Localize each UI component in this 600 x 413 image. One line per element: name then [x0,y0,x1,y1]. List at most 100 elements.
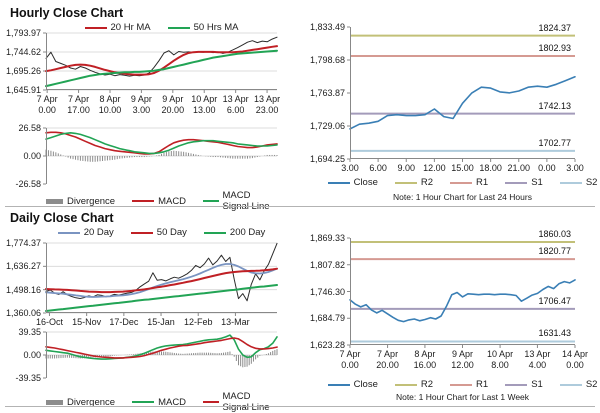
y-tick-label: 39.35 [18,327,41,337]
legend-swatch-s1 [505,181,528,184]
plot-canvas [43,242,278,316]
plot-canvas [43,127,278,185]
x-tick-label: 15-Nov [72,317,102,327]
legend-swatch-r1 [450,383,473,386]
legend-label: 200 Day [229,227,266,238]
pivot-level-label-r1: 1820.77 [538,246,571,257]
legend-swatch-200-day [203,231,226,234]
legend-label: R1 [476,177,489,188]
y-tick-label: 1,774.37 [5,238,41,248]
legend-item: Close [327,379,378,390]
x-tick-label: 7 Apr 0.00 [36,94,58,115]
legend-item: MACD [132,196,186,207]
legend-label: 20 Hr MA [110,22,151,33]
x-tick-label: 9 Apr 20.00 [161,94,185,115]
legend-item: 20 Day [57,227,114,238]
legend-item: MACD Signal Line [203,190,277,212]
x-tick-label: 3.00 [566,163,584,173]
legend-label: 50 Hrs MA [193,22,239,33]
legend-label: R2 [420,177,434,188]
hourly-price-plot: 1,793.97 1,744.62 1,695.26 1,645.91 7 Apr 0.0… [6,28,280,115]
legend-swatch-r2 [394,181,417,184]
x-tick-label: 13 Apr 4.00 [524,349,551,370]
legend-item: 50 Day [130,227,187,238]
x-tick-label: 10 Apr 8.00 [487,349,514,370]
legend-label: R2 [420,379,434,390]
daily-pivot-legend: Close R2 R1 S1 S2 [327,379,597,390]
legend-item: Close [327,177,378,188]
legend-label: S2 [585,379,598,390]
x-tick-label: 13-Mar [221,317,250,327]
legend-item: S1 [505,177,543,188]
y-tick-label: 1,833.49 [309,22,345,32]
legend-item: S2 [559,177,598,188]
legend-label: Close [353,177,378,188]
x-tick-label: 10 Apr 13.00 [191,94,218,115]
x-tick-label: 16-Oct [35,317,63,327]
bottom-divider [5,406,595,407]
daily-price-plot: 1,774.37 1,636.27 1,498.16 1,360.06 16-Oct 15… [6,238,278,327]
pivot-level-label-s2: 1702.77 [538,137,571,148]
y-tick-label: 1,729.06 [309,121,345,131]
legend-swatch-s1 [505,383,528,386]
hourly-pivot-legend: Close R2 R1 S1 S2 [327,177,597,188]
y-tick-label: 1,869.33 [309,233,345,243]
x-tick-label: 12-Feb [183,317,213,327]
section-divider [5,206,595,207]
x-tick-label: 7 Apr 20.00 [376,349,399,370]
y-tick-label: 1,360.06 [5,308,41,318]
legend-item: R1 [450,177,488,188]
legend-label: 20 Day [83,227,114,238]
hourly-pivot-note: Note: 1 Hour Chart for Last 24 Hours [393,192,532,202]
y-tick-label: 1,623.28 [309,340,345,350]
legend-swatch-50-day [130,231,153,234]
y-tick-label: -39.35 [15,373,41,383]
pivot-level-label-r2: 1824.37 [538,22,571,33]
x-tick-label: 8 Apr 10.00 [98,94,122,115]
pivot-level-label-s2: 1631.43 [538,328,571,339]
x-tick-label: 9 Apr 12.00 [451,349,474,370]
y-tick-label: 1,744.62 [5,46,41,57]
legend-label: MACD [158,195,187,207]
plot-canvas [43,331,278,379]
legend-label: Divergence [67,396,116,408]
x-tick-label: 8 Apr 16.00 [413,349,437,370]
legend-swatch-50-hrs-ma [167,26,190,29]
x-tick-label: 18.00 [479,163,502,173]
daily-price-legend: 20 Day 50 Day 200 Day [46,227,277,238]
x-tick-label: 7 Apr 17.00 [67,94,90,115]
legend-swatch-r2 [394,383,417,386]
legend-swatch-macd [132,200,155,202]
legend-label: R1 [476,379,489,390]
hourly-pivot-plot: 1,833.49 1,798.68 1,763.87 1,729.06 1,694.25… [310,22,584,173]
x-tick-label: 12.00 [423,163,446,173]
legend-swatch-divergence [46,399,63,405]
legend-item: R2 [394,177,434,188]
legend-label: Close [353,379,378,390]
legend-label: MACD [158,396,187,408]
legend-label: 50 Day [156,227,187,238]
x-tick-label: 9 Apr 3.00 [130,94,152,115]
pivot-level-label-r1: 1802.93 [538,42,571,53]
legend-item: 200 Day [203,227,266,238]
y-tick-label: 1,793.97 [5,28,41,38]
hourly-chart-title: Hourly Close Chart [10,6,124,20]
y-tick-label: 1,694.25 [309,154,345,164]
legend-item: MACD Signal Line [203,391,277,413]
plot-canvas [347,26,576,162]
x-tick-label: 14 Apr 0.00 [561,349,589,370]
y-tick-label: 1,695.26 [5,66,41,76]
legend-swatch-macd [132,401,155,403]
legend-label: S2 [585,177,598,188]
y-tick-label: 1,746.30 [309,286,345,297]
y-tick-label: 1,807.82 [309,259,345,270]
legend-item: R2 [394,379,434,390]
legend-item: 20 Hr MA [84,22,151,33]
legend-swatch-s2 [559,383,582,386]
daily-macd-plot: 39.35 0.00 -39.35 [15,327,278,383]
legend-swatch-macd-signal-line [203,200,219,202]
legend-swatch-s2 [559,181,582,184]
legend-item: Divergence [46,196,115,207]
daily-pivot-note: Note: 1 Hour Chart for Last 1 Week [395,392,530,402]
